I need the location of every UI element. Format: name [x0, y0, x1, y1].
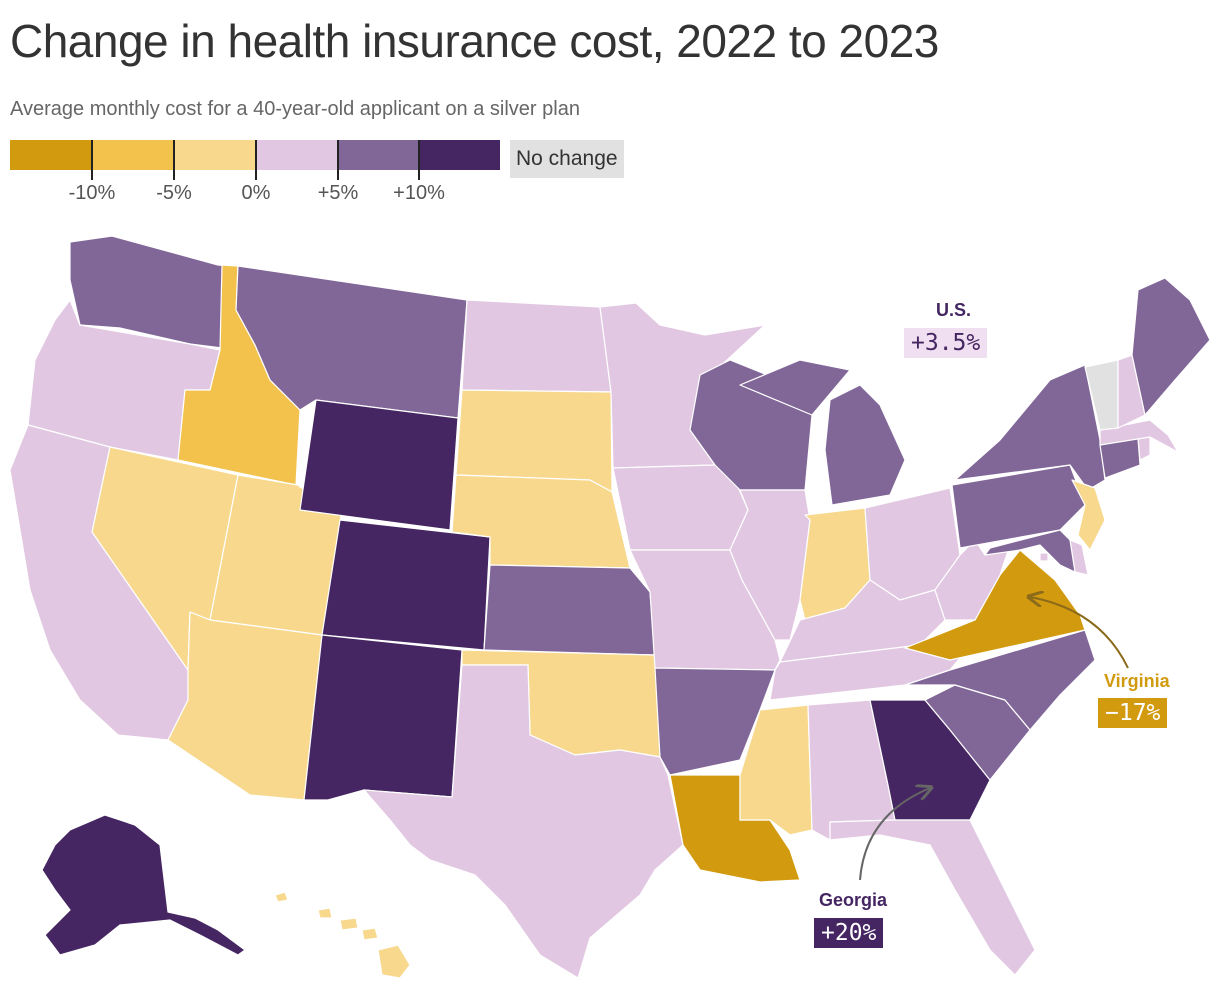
color-legend [10, 140, 501, 170]
state-AK[interactable] [41, 814, 246, 956]
georgia-callout-value: +20% [814, 918, 884, 948]
legend-tick-label: +5% [317, 182, 359, 204]
legend-swatch-0 [10, 140, 92, 170]
chart-title: Change in health insurance cost, 2022 to… [10, 15, 939, 67]
state-NM[interactable] [303, 634, 463, 801]
state-ND[interactable] [461, 299, 612, 393]
state-MD[interactable] [984, 529, 1076, 573]
legend-tick-mark [255, 140, 257, 180]
legend-swatch-4 [336, 140, 419, 170]
state-CO[interactable] [321, 519, 491, 651]
virginia-arrow [1030, 597, 1129, 669]
state-DC[interactable] [1039, 552, 1049, 562]
legend-tick-mark [418, 140, 420, 180]
state-MT[interactable] [235, 265, 468, 419]
state-NC[interactable] [904, 629, 1096, 731]
state-RI[interactable] [1137, 436, 1151, 461]
georgia-callout-label: Georgia [819, 890, 888, 910]
legend-tick-mark [91, 140, 93, 180]
virginia-callout-value: −17% [1098, 698, 1168, 728]
state-FL[interactable] [829, 819, 1036, 976]
legend-swatch-5 [418, 140, 501, 170]
georgia-arrow [859, 788, 930, 881]
legend-swatch-2 [173, 140, 256, 170]
state-NJ[interactable] [1071, 479, 1106, 551]
state-WA[interactable] [69, 235, 235, 349]
state-HI[interactable] [274, 891, 411, 979]
state-ME[interactable] [1131, 277, 1211, 416]
state-IL[interactable] [729, 489, 811, 641]
legend-tick-label: -5% [156, 182, 192, 204]
legend-swatch-1 [91, 140, 174, 170]
chart-subtitle: Average monthly cost for a 40-year-old a… [10, 98, 580, 120]
state-MA[interactable] [1099, 419, 1179, 453]
us-callout-value: +3.5% [904, 328, 988, 358]
state-AZ[interactable] [167, 611, 323, 801]
virginia-callout-label: Virginia [1104, 671, 1170, 691]
no-change-legend: No change [510, 140, 624, 178]
legend-tick-label: +10% [393, 182, 445, 204]
legend-tick-mark [337, 140, 339, 180]
us-callout-label: U.S. [936, 300, 972, 320]
legend-tick-label: 0% [241, 182, 271, 204]
state-MI[interactable] [739, 359, 906, 506]
state-WY[interactable] [299, 399, 459, 531]
state-PA[interactable] [951, 464, 1086, 549]
state-KS[interactable] [483, 564, 656, 656]
legend-tick-label: -10% [68, 182, 116, 204]
legend-tick-mark [173, 140, 175, 180]
legend-swatch-3 [255, 140, 337, 170]
state-TX[interactable] [363, 664, 684, 979]
